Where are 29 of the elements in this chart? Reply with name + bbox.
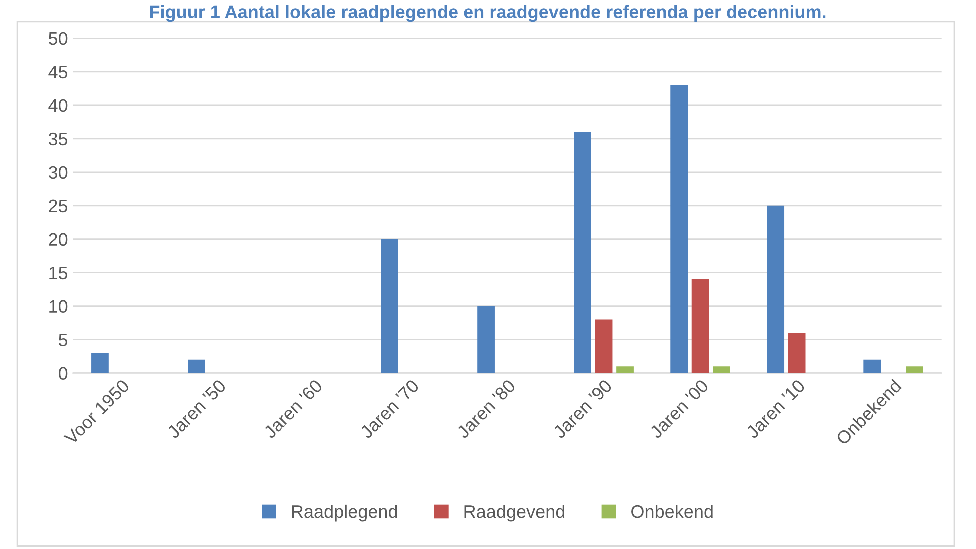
bar (767, 206, 785, 374)
bar (381, 239, 398, 374)
y-tick-label: 5 (59, 334, 68, 347)
bar (616, 366, 634, 374)
bar (713, 366, 730, 374)
legend-label: Raadplegend (292, 504, 398, 522)
y-tick-label: 40 (48, 99, 68, 112)
bar (478, 306, 495, 374)
bar (188, 360, 206, 374)
y-tick-label: 20 (49, 233, 68, 246)
y-tick-label: 30 (48, 166, 68, 180)
y-tick-label: 35 (48, 132, 68, 146)
y-tick-label: 25 (49, 200, 68, 213)
bar (595, 320, 613, 374)
chart-title: Figuur 1 Aantal lokale raadplegende en raadgevende referenda per decennium. (150, 5, 826, 22)
bar (574, 132, 592, 374)
y-tick-label: 0 (59, 367, 68, 380)
bar (92, 353, 109, 374)
bar (864, 360, 882, 374)
bar (788, 333, 806, 374)
y-tick-label: 15 (50, 266, 68, 280)
y-tick-label: 45 (48, 66, 68, 79)
bar (692, 280, 710, 374)
y-tick-label: 10 (50, 300, 68, 314)
legend-label: Raadgevend (464, 504, 565, 522)
bar (906, 366, 924, 374)
legend-label: Onbekend (632, 504, 713, 518)
y-tick-label: 50 (48, 32, 68, 46)
bar (670, 85, 688, 374)
